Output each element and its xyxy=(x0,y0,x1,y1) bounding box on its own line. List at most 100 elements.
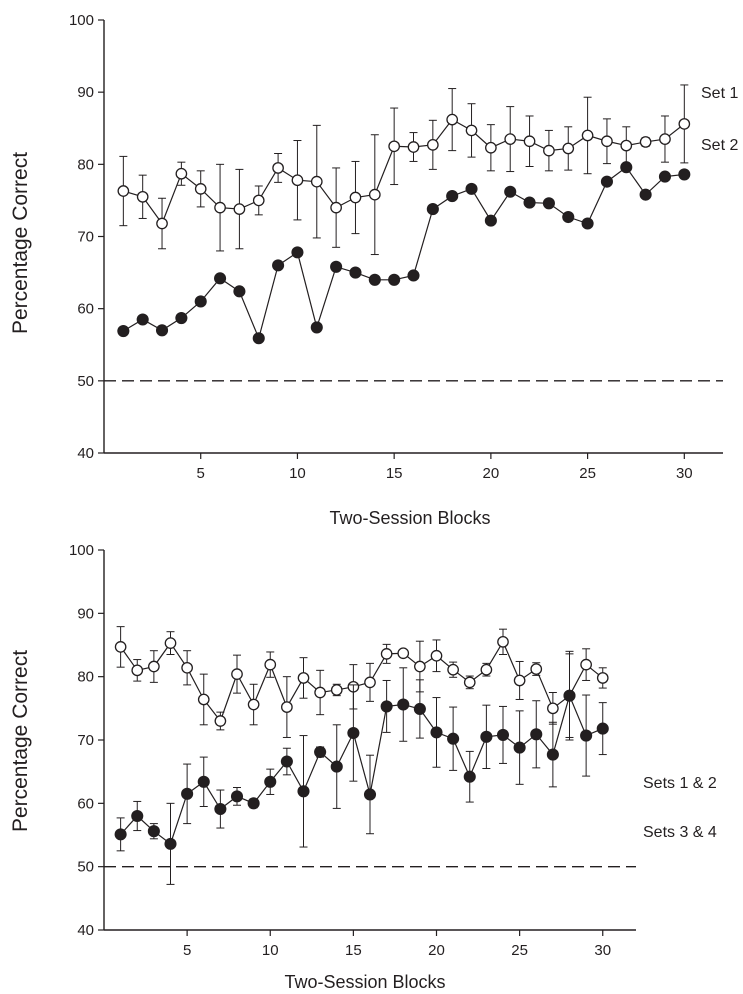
y-tick-label: 80 xyxy=(77,669,94,686)
data-point-open xyxy=(247,698,260,711)
data-point-filled xyxy=(347,726,360,740)
data-point-open xyxy=(117,185,130,197)
y-tick-label: 50 xyxy=(77,373,94,390)
data-point-open xyxy=(547,702,559,715)
data-point-open xyxy=(513,674,526,687)
chart-bottom: Percentage Correct Two-Session Blocks Se… xyxy=(9,542,717,992)
data-point-filled xyxy=(523,196,536,209)
x-axis-label-top: Two-Session Blocks xyxy=(329,508,490,528)
data-point-open xyxy=(407,141,420,153)
x-tick-label: 15 xyxy=(386,465,403,482)
data-point-filled xyxy=(314,745,327,759)
data-point-open xyxy=(291,174,304,187)
data-point-filled xyxy=(426,203,439,216)
data-point-open xyxy=(639,136,652,148)
data-point-open xyxy=(272,162,284,174)
data-point-open xyxy=(197,693,210,706)
x-tick-label: 5 xyxy=(197,465,205,482)
data-point-filled xyxy=(155,324,169,337)
data-point-open xyxy=(543,144,555,157)
series-label-sets-1-2: Sets 1 & 2 xyxy=(643,775,717,792)
data-point-filled xyxy=(513,741,526,754)
x-axis-label-bottom: Two-Session Blocks xyxy=(284,972,445,992)
data-point-filled xyxy=(380,700,393,713)
data-point-filled xyxy=(197,775,210,788)
data-point-filled xyxy=(546,748,559,761)
data-point-open xyxy=(310,175,323,188)
data-point-open xyxy=(281,701,293,713)
data-point-filled xyxy=(581,217,594,230)
x-tick-label: 10 xyxy=(262,942,279,959)
x-tick-label: 20 xyxy=(428,942,445,959)
data-point-filled xyxy=(562,210,575,224)
data-point-filled xyxy=(542,197,555,210)
y-tick-label: 60 xyxy=(77,301,94,318)
y-axis-label-bottom: Percentage Correct xyxy=(9,650,32,832)
data-point-open xyxy=(368,188,381,201)
data-point-open xyxy=(131,664,144,677)
data-point-filled xyxy=(136,313,149,326)
data-point-open xyxy=(397,647,410,660)
y-axis-label-top: Percentage Correct xyxy=(9,152,32,334)
data-point-filled xyxy=(280,755,293,768)
y-tick-label: 100 xyxy=(69,12,94,29)
data-point-open xyxy=(156,217,168,230)
data-point-filled xyxy=(247,797,260,810)
data-point-filled xyxy=(484,214,497,227)
data-point-filled xyxy=(297,785,310,798)
data-point-filled xyxy=(463,770,476,783)
data-point-filled xyxy=(397,698,410,711)
data-point-open xyxy=(530,663,543,675)
data-point-open xyxy=(497,635,509,648)
data-point-open xyxy=(214,201,226,214)
data-point-filled xyxy=(480,730,493,743)
data-point-filled xyxy=(291,246,304,259)
data-point-filled xyxy=(446,190,459,203)
series-line-set-1 xyxy=(123,118,685,225)
data-point-open xyxy=(214,715,227,727)
data-point-open xyxy=(330,684,343,696)
data-point-open xyxy=(388,140,401,153)
x-tick-label: 30 xyxy=(676,465,693,482)
series-label-set-1: Set 1 xyxy=(701,85,738,102)
data-point-open xyxy=(426,138,439,151)
data-point-open xyxy=(164,637,177,649)
data-point-filled xyxy=(430,726,443,739)
data-point-open xyxy=(314,686,326,699)
data-point-open xyxy=(380,648,393,660)
data-point-filled xyxy=(214,272,227,285)
data-point-open xyxy=(580,658,592,671)
data-point-filled xyxy=(310,321,323,334)
data-point-open xyxy=(480,663,493,676)
data-point-open xyxy=(447,663,459,676)
y-tick-label: 90 xyxy=(77,84,94,101)
data-point-filled xyxy=(407,269,420,282)
data-point-filled xyxy=(678,168,691,181)
data-point-filled xyxy=(147,825,160,838)
data-point-filled xyxy=(496,728,510,741)
data-point-filled xyxy=(252,332,265,345)
data-point-filled xyxy=(175,311,188,325)
data-point-filled xyxy=(330,260,343,273)
data-point-open xyxy=(252,194,265,207)
data-point-open xyxy=(620,139,633,152)
data-point-filled xyxy=(388,273,401,286)
data-point-open xyxy=(181,661,193,674)
data-point-filled xyxy=(504,185,517,198)
data-point-open xyxy=(194,183,207,195)
data-point-open xyxy=(523,135,536,148)
data-point-filled xyxy=(117,324,130,338)
data-point-filled xyxy=(194,295,207,308)
data-point-open xyxy=(463,676,476,689)
data-point-open xyxy=(148,660,160,673)
data-point-filled xyxy=(233,285,246,298)
y-tick-label: 40 xyxy=(77,922,94,939)
data-point-filled xyxy=(658,170,672,183)
x-tick-label: 20 xyxy=(483,465,500,482)
data-point-open xyxy=(659,133,671,145)
data-point-filled xyxy=(164,837,177,850)
data-point-open xyxy=(264,658,277,671)
data-point-filled xyxy=(114,828,127,841)
x-tick-label: 25 xyxy=(511,942,528,959)
y-tick-label: 70 xyxy=(77,229,94,246)
